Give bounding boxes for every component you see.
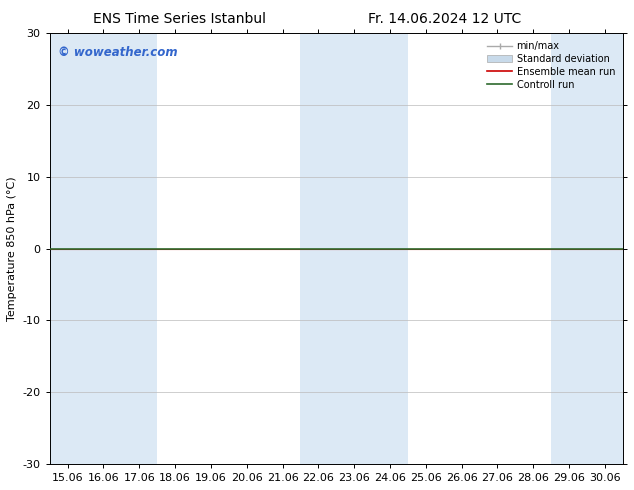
Bar [551,33,623,464]
Y-axis label: Temperature 850 hPa (°C): Temperature 850 hPa (°C) [7,176,17,321]
Legend: min/max, Standard deviation, Ensemble mean run, Controll run: min/max, Standard deviation, Ensemble me… [484,38,618,93]
Text: Fr. 14.06.2024 12 UTC: Fr. 14.06.2024 12 UTC [368,12,521,26]
Text: ENS Time Series Istanbul: ENS Time Series Istanbul [93,12,266,26]
Text: © woweather.com: © woweather.com [58,46,178,59]
Bar [301,33,408,464]
Bar [49,33,157,464]
